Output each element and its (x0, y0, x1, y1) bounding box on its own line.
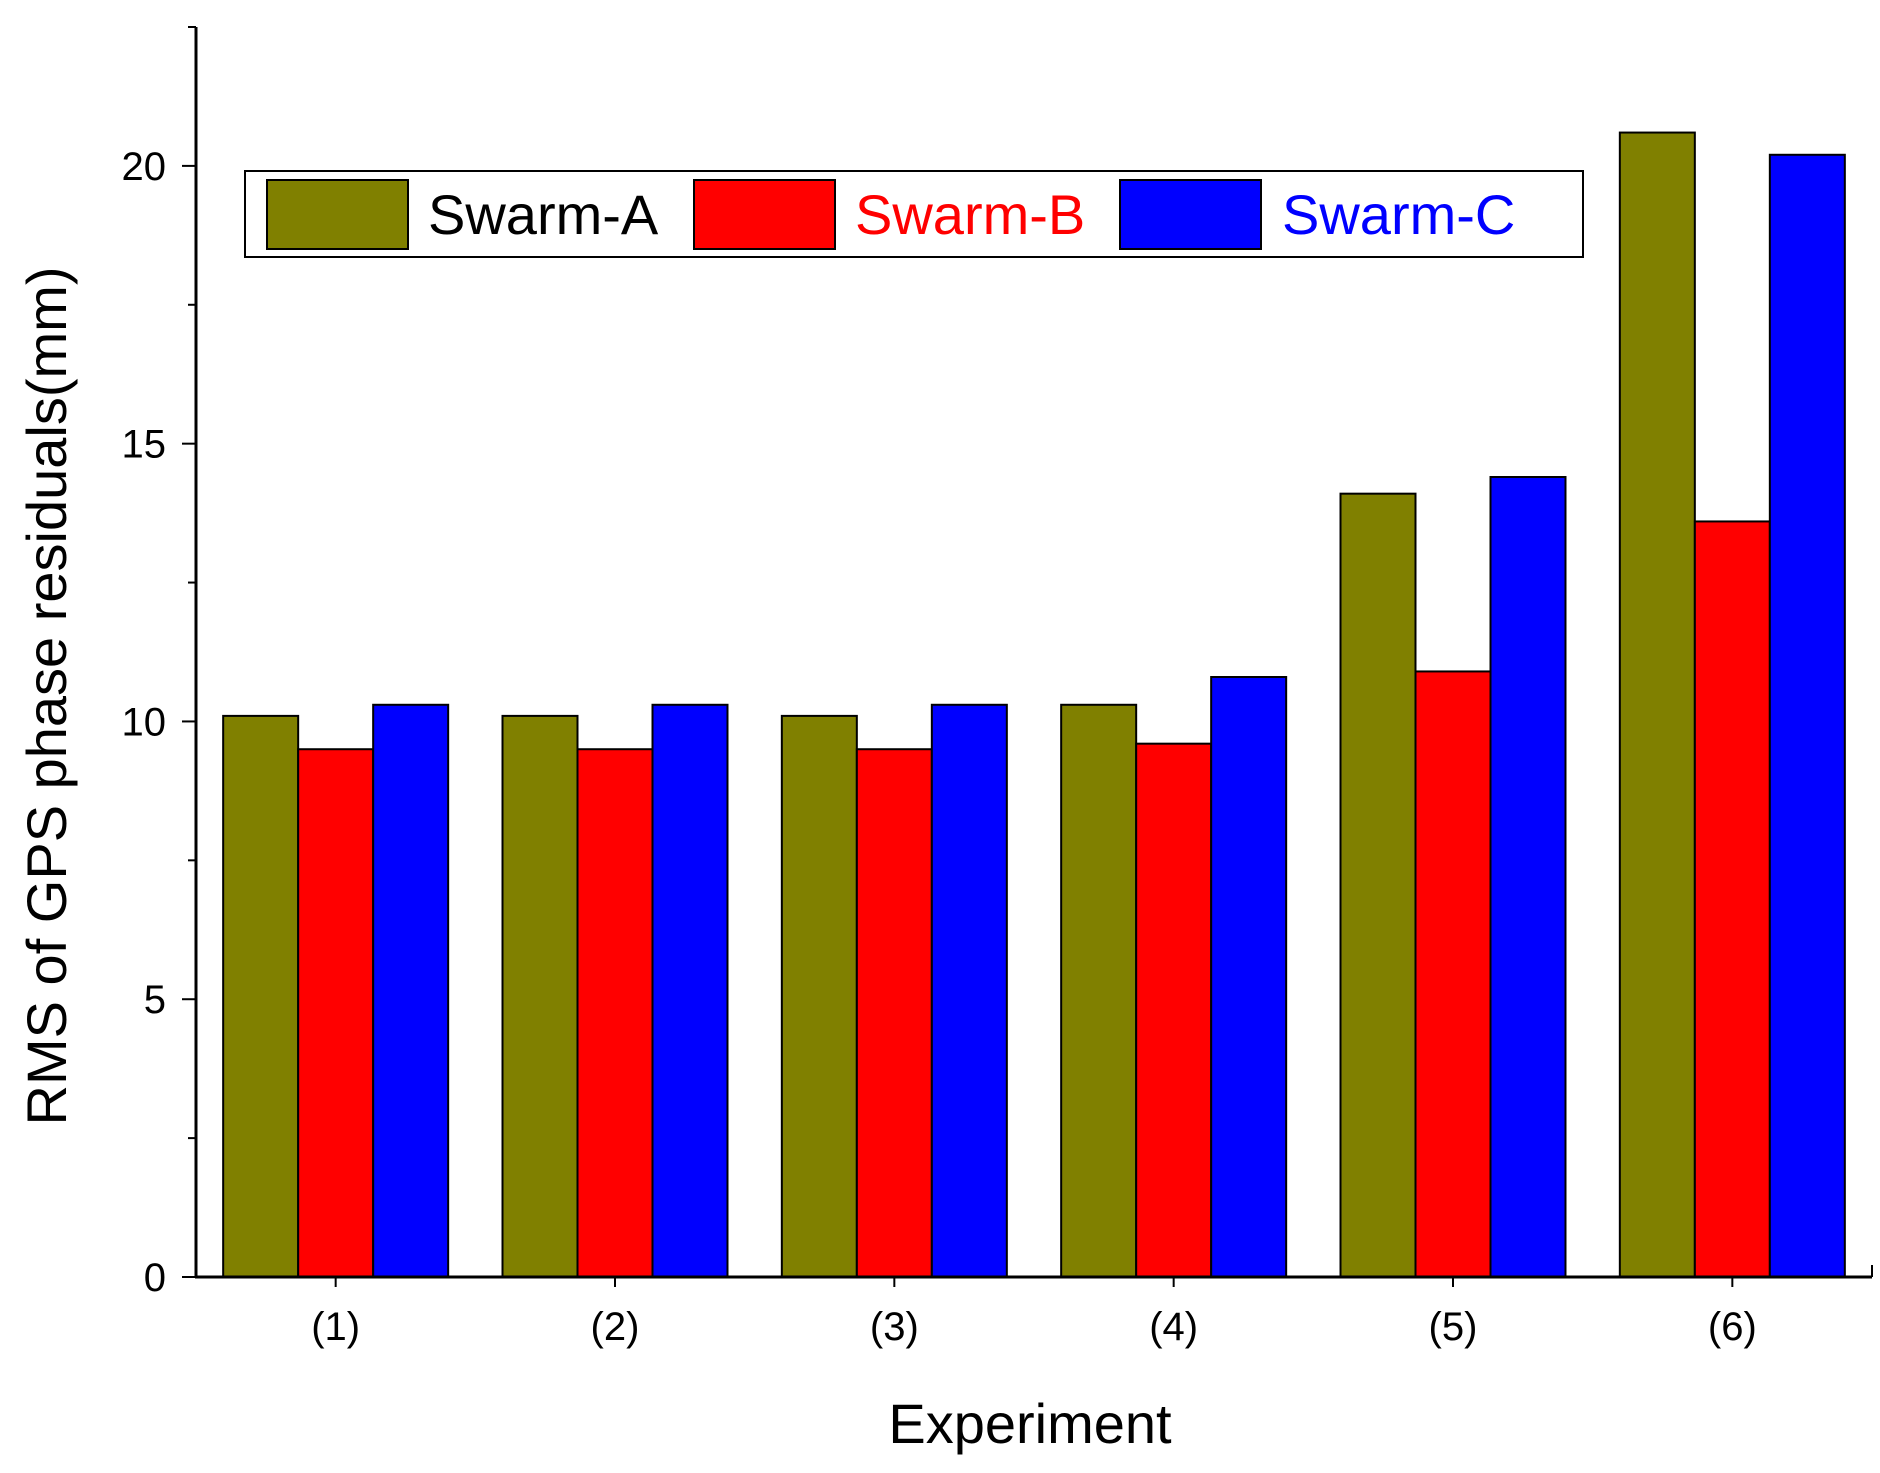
bar-swarm-b-3 (855, 748, 933, 1278)
bar-swarm-c-3 (930, 703, 1008, 1278)
bar-swarm-c-2 (651, 703, 729, 1278)
legend-swatch-swarm-c (1119, 179, 1262, 250)
bar-swarm-c-6 (1768, 153, 1846, 1278)
x-tick-label: (6) (1708, 1305, 1757, 1349)
legend-label-swarm-a: Swarm-A (428, 183, 659, 246)
legend-label-swarm-b: Swarm-B (855, 183, 1085, 246)
legend-swatch-swarm-a (266, 179, 409, 250)
bar-swarm-a-5 (1339, 492, 1417, 1278)
bar-swarm-a-2 (501, 714, 579, 1278)
axes-layer (182, 26, 1873, 1287)
y-tick-label: 10 (122, 700, 167, 744)
x-tick-label: (1) (311, 1305, 360, 1349)
y-tick-label: 0 (144, 1256, 166, 1300)
bar-swarm-a-1 (222, 714, 300, 1278)
bar-swarm-b-5 (1414, 670, 1492, 1278)
x-axis-title: Experiment (888, 1392, 1172, 1455)
legend-box (244, 170, 1584, 258)
y-tick-label: 5 (144, 978, 166, 1022)
legend-swatch-swarm-b (693, 179, 836, 250)
y-axis-title: RMS of GPS phase residuals(mm) (15, 267, 78, 1126)
bar-swarm-c-4 (1210, 676, 1288, 1278)
bar-swarm-a-4 (1060, 703, 1138, 1278)
bar-swarm-a-3 (780, 714, 858, 1278)
bars-layer (222, 131, 1846, 1279)
legend: Swarm-A Swarm-B Swarm-C (244, 170, 1584, 258)
x-tick-label: (4) (1149, 1305, 1198, 1349)
bar-swarm-b-2 (576, 748, 654, 1278)
bar-swarm-c-5 (1489, 476, 1567, 1278)
x-tick-label: (5) (1429, 1305, 1478, 1349)
bar-swarm-a-6 (1618, 131, 1696, 1279)
x-tick-label: (2) (591, 1305, 640, 1349)
x-tick-label: (3) (870, 1305, 919, 1349)
bar-swarm-b-6 (1693, 520, 1771, 1278)
bar-swarm-c-1 (372, 703, 450, 1278)
y-tick-label: 20 (122, 145, 167, 189)
legend-label-swarm-c: Swarm-C (1282, 183, 1515, 246)
labels-layer: (1) (2) (3) (4) (5) (6) 0 5 10 15 20 (122, 145, 1757, 1349)
y-tick-label: 15 (122, 423, 167, 467)
bar-swarm-b-1 (297, 748, 375, 1278)
bar-swarm-b-4 (1135, 742, 1213, 1278)
